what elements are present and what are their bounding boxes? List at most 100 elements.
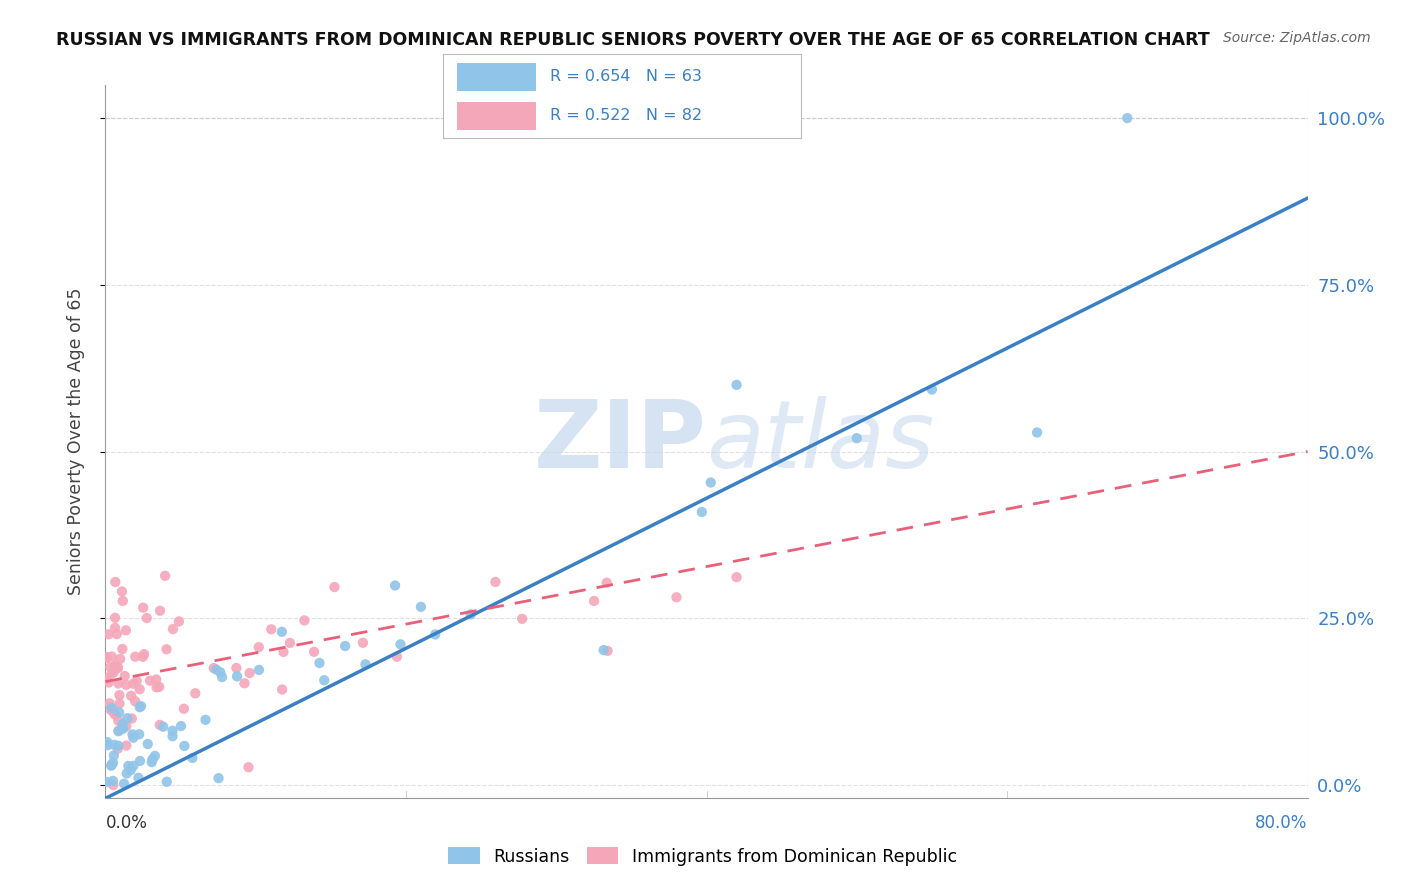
Point [124, 649, 146, 664]
Point [108, 688, 131, 702]
Point [107, 661, 129, 675]
Point [101, 757, 124, 772]
Point [389, 637, 412, 651]
Point [104, 611, 127, 625]
Y-axis label: Seniors Poverty Over the Age of 65: Seniors Poverty Over the Age of 65 [66, 288, 84, 595]
Point [211, 670, 233, 684]
Point [122, 677, 145, 691]
Point [111, 642, 134, 657]
Point [129, 754, 152, 768]
Point [96, 650, 118, 665]
Point [181, 751, 204, 765]
Point [596, 644, 619, 658]
Point [107, 739, 129, 753]
Text: R = 0.522   N = 82: R = 0.522 N = 82 [551, 108, 703, 123]
Point [156, 774, 179, 789]
Point [125, 673, 148, 688]
Point [209, 665, 232, 680]
Point [121, 712, 143, 726]
Point [226, 669, 249, 683]
Point [302, 645, 325, 659]
Point [101, 649, 124, 664]
Point [115, 739, 138, 753]
Point [107, 661, 129, 675]
Text: RUSSIAN VS IMMIGRANTS FROM DOMINICAN REPUBLIC SENIORS POVERTY OVER THE AGE OF 65: RUSSIAN VS IMMIGRANTS FROM DOMINICAN REP… [56, 31, 1211, 49]
Point [128, 682, 150, 697]
Point [247, 640, 270, 655]
Point [101, 773, 124, 788]
Text: R = 0.654   N = 63: R = 0.654 N = 63 [551, 69, 703, 84]
Point [292, 614, 315, 628]
Point [582, 594, 605, 608]
Point [107, 676, 129, 690]
Point [107, 714, 129, 728]
Point [122, 731, 145, 745]
Point [233, 676, 256, 690]
Point [385, 649, 408, 664]
Bar [457, 102, 536, 130]
Point [97, 627, 120, 641]
Point [120, 763, 142, 777]
Point [100, 758, 122, 772]
Point [484, 574, 506, 589]
Point [107, 724, 129, 739]
Point [173, 702, 195, 716]
Point [135, 611, 157, 625]
Point [103, 738, 125, 752]
Point [725, 570, 748, 584]
Point [107, 741, 129, 756]
Point [425, 627, 447, 641]
Point [108, 652, 131, 666]
Point [314, 673, 336, 688]
Point [308, 656, 330, 670]
Bar [457, 62, 536, 91]
Point [122, 759, 145, 773]
Point [97, 738, 120, 752]
Point [596, 575, 619, 590]
Point [103, 706, 125, 720]
Point [273, 645, 295, 659]
Point [167, 615, 190, 629]
Point [124, 694, 146, 708]
Point [96, 671, 118, 685]
Point [194, 713, 217, 727]
Point [112, 722, 135, 736]
Point [108, 697, 131, 711]
Point [700, 475, 723, 490]
Point [148, 680, 170, 694]
Point [225, 661, 247, 675]
Point [152, 720, 174, 734]
Point [409, 599, 432, 614]
Point [665, 591, 688, 605]
Point [238, 760, 260, 774]
Point [141, 755, 163, 769]
Point [173, 739, 195, 753]
Point [104, 621, 127, 635]
Point [111, 584, 134, 599]
Point [136, 737, 159, 751]
Point [333, 639, 356, 653]
Point [100, 660, 122, 674]
Point [1026, 425, 1049, 440]
Point [205, 663, 228, 677]
Point [129, 699, 152, 714]
Point [202, 661, 225, 675]
Point [271, 682, 294, 697]
Point [115, 766, 138, 780]
Point [323, 580, 346, 594]
Point [104, 574, 127, 589]
Point [247, 663, 270, 677]
Point [104, 658, 127, 673]
Point [145, 673, 167, 687]
Point [103, 778, 125, 792]
Point [155, 642, 177, 657]
Point [114, 669, 136, 683]
Point [105, 627, 128, 641]
Point [184, 686, 207, 700]
Point [103, 748, 125, 763]
Text: 0.0%: 0.0% [105, 814, 148, 831]
Point [141, 752, 163, 766]
Point [108, 706, 131, 720]
Point [103, 665, 125, 680]
Text: atlas: atlas [707, 396, 935, 487]
